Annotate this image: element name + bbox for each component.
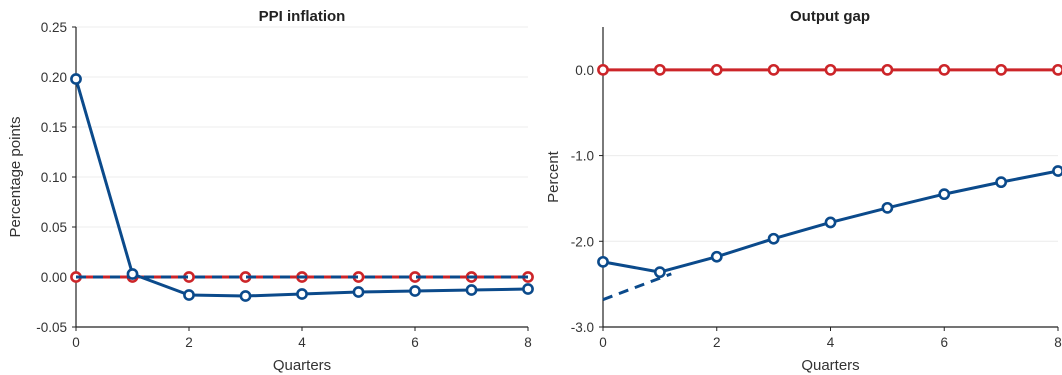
series-marker-0 bbox=[995, 63, 1008, 76]
series-marker-2 bbox=[70, 73, 82, 85]
series-marker-2 bbox=[824, 216, 837, 229]
series-marker-2 bbox=[183, 289, 195, 301]
y-axis-label: Percentage points bbox=[7, 117, 24, 238]
y-tick-label: -1.0 bbox=[571, 149, 594, 164]
series-marker-2 bbox=[522, 283, 534, 295]
series-marker-2 bbox=[881, 201, 894, 214]
x-axis-label: Quarters bbox=[801, 357, 859, 374]
y-tick-label: -3.0 bbox=[571, 320, 594, 335]
series-marker-2 bbox=[126, 268, 139, 280]
series-marker-2 bbox=[710, 250, 723, 263]
y-tick-label: 0.05 bbox=[41, 220, 67, 235]
x-tick-label: 0 bbox=[72, 335, 80, 350]
y-axis-label: Percent bbox=[545, 150, 562, 203]
x-tick-label: 8 bbox=[1054, 335, 1062, 350]
x-tick-label: 6 bbox=[411, 335, 419, 350]
y-tick-label: 0.10 bbox=[41, 170, 67, 185]
series-marker-2 bbox=[1052, 165, 1062, 177]
series-marker-2 bbox=[995, 176, 1008, 189]
y-tick-label: -0.05 bbox=[36, 320, 67, 335]
series-line-2 bbox=[74, 78, 529, 298]
y-tick-label: 0.25 bbox=[41, 20, 67, 35]
series-marker-2 bbox=[597, 255, 609, 268]
x-tick-label: 6 bbox=[940, 335, 948, 350]
y-tick-label: -2.0 bbox=[571, 234, 594, 249]
chart-output-gap: -3.0 -2.0 -1.0 0.0 0 2 4 6 8 Output gap Quarters Pe… bbox=[545, 8, 1062, 374]
series-marker-0 bbox=[710, 63, 723, 76]
y-tick-label: 0.20 bbox=[41, 70, 67, 85]
x-tick-label: 8 bbox=[524, 335, 532, 350]
y-tick-label: 0.15 bbox=[41, 120, 67, 135]
x-tick-label: 4 bbox=[827, 335, 835, 350]
x-tick-label: 4 bbox=[298, 335, 306, 350]
x-tick-label: 0 bbox=[599, 335, 607, 350]
series-marker-2 bbox=[352, 286, 365, 298]
chart-title: PPI inflation bbox=[259, 8, 346, 25]
series-marker-0 bbox=[597, 63, 609, 76]
series-marker-2 bbox=[653, 266, 666, 279]
series-marker-0 bbox=[881, 63, 894, 76]
y-tick-label: 0.00 bbox=[41, 270, 67, 285]
series-marker-0 bbox=[824, 63, 837, 76]
series-marker-2 bbox=[938, 188, 951, 201]
series-marker-0 bbox=[767, 63, 780, 76]
x-tick-label: 2 bbox=[185, 335, 193, 350]
series-marker-2 bbox=[767, 232, 780, 245]
series-marker-0 bbox=[938, 63, 951, 76]
series-marker-0 bbox=[653, 63, 666, 76]
series-marker-2 bbox=[465, 284, 478, 296]
chart-ppi-inflation: -0.05 0.00 0.05 0.10 0.15 0.20 0.25 0 2 4 6 8 PPI in… bbox=[7, 8, 534, 374]
chart-title: Output gap bbox=[790, 8, 870, 25]
x-axis-label: Quarters bbox=[273, 357, 331, 374]
series-line-1 bbox=[602, 272, 672, 302]
y-tick-label: 0.0 bbox=[575, 63, 594, 78]
series-marker-0 bbox=[1052, 63, 1062, 76]
series-marker-2 bbox=[296, 288, 308, 300]
series-marker-2 bbox=[239, 290, 252, 302]
x-tick-label: 2 bbox=[713, 335, 721, 350]
series-marker-2 bbox=[409, 285, 421, 297]
